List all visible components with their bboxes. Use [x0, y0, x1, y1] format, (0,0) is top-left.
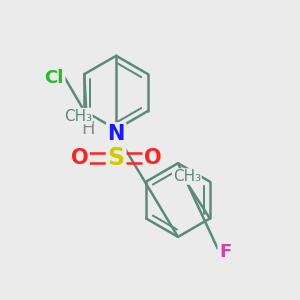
Text: CH₃: CH₃ — [64, 109, 92, 124]
Text: N: N — [107, 124, 125, 144]
Text: CH₃: CH₃ — [173, 169, 201, 184]
Text: S: S — [108, 146, 125, 170]
Text: O: O — [70, 148, 88, 168]
Text: O: O — [144, 148, 162, 168]
Text: H: H — [81, 120, 95, 138]
Text: Cl: Cl — [45, 69, 64, 87]
Text: F: F — [219, 243, 231, 261]
